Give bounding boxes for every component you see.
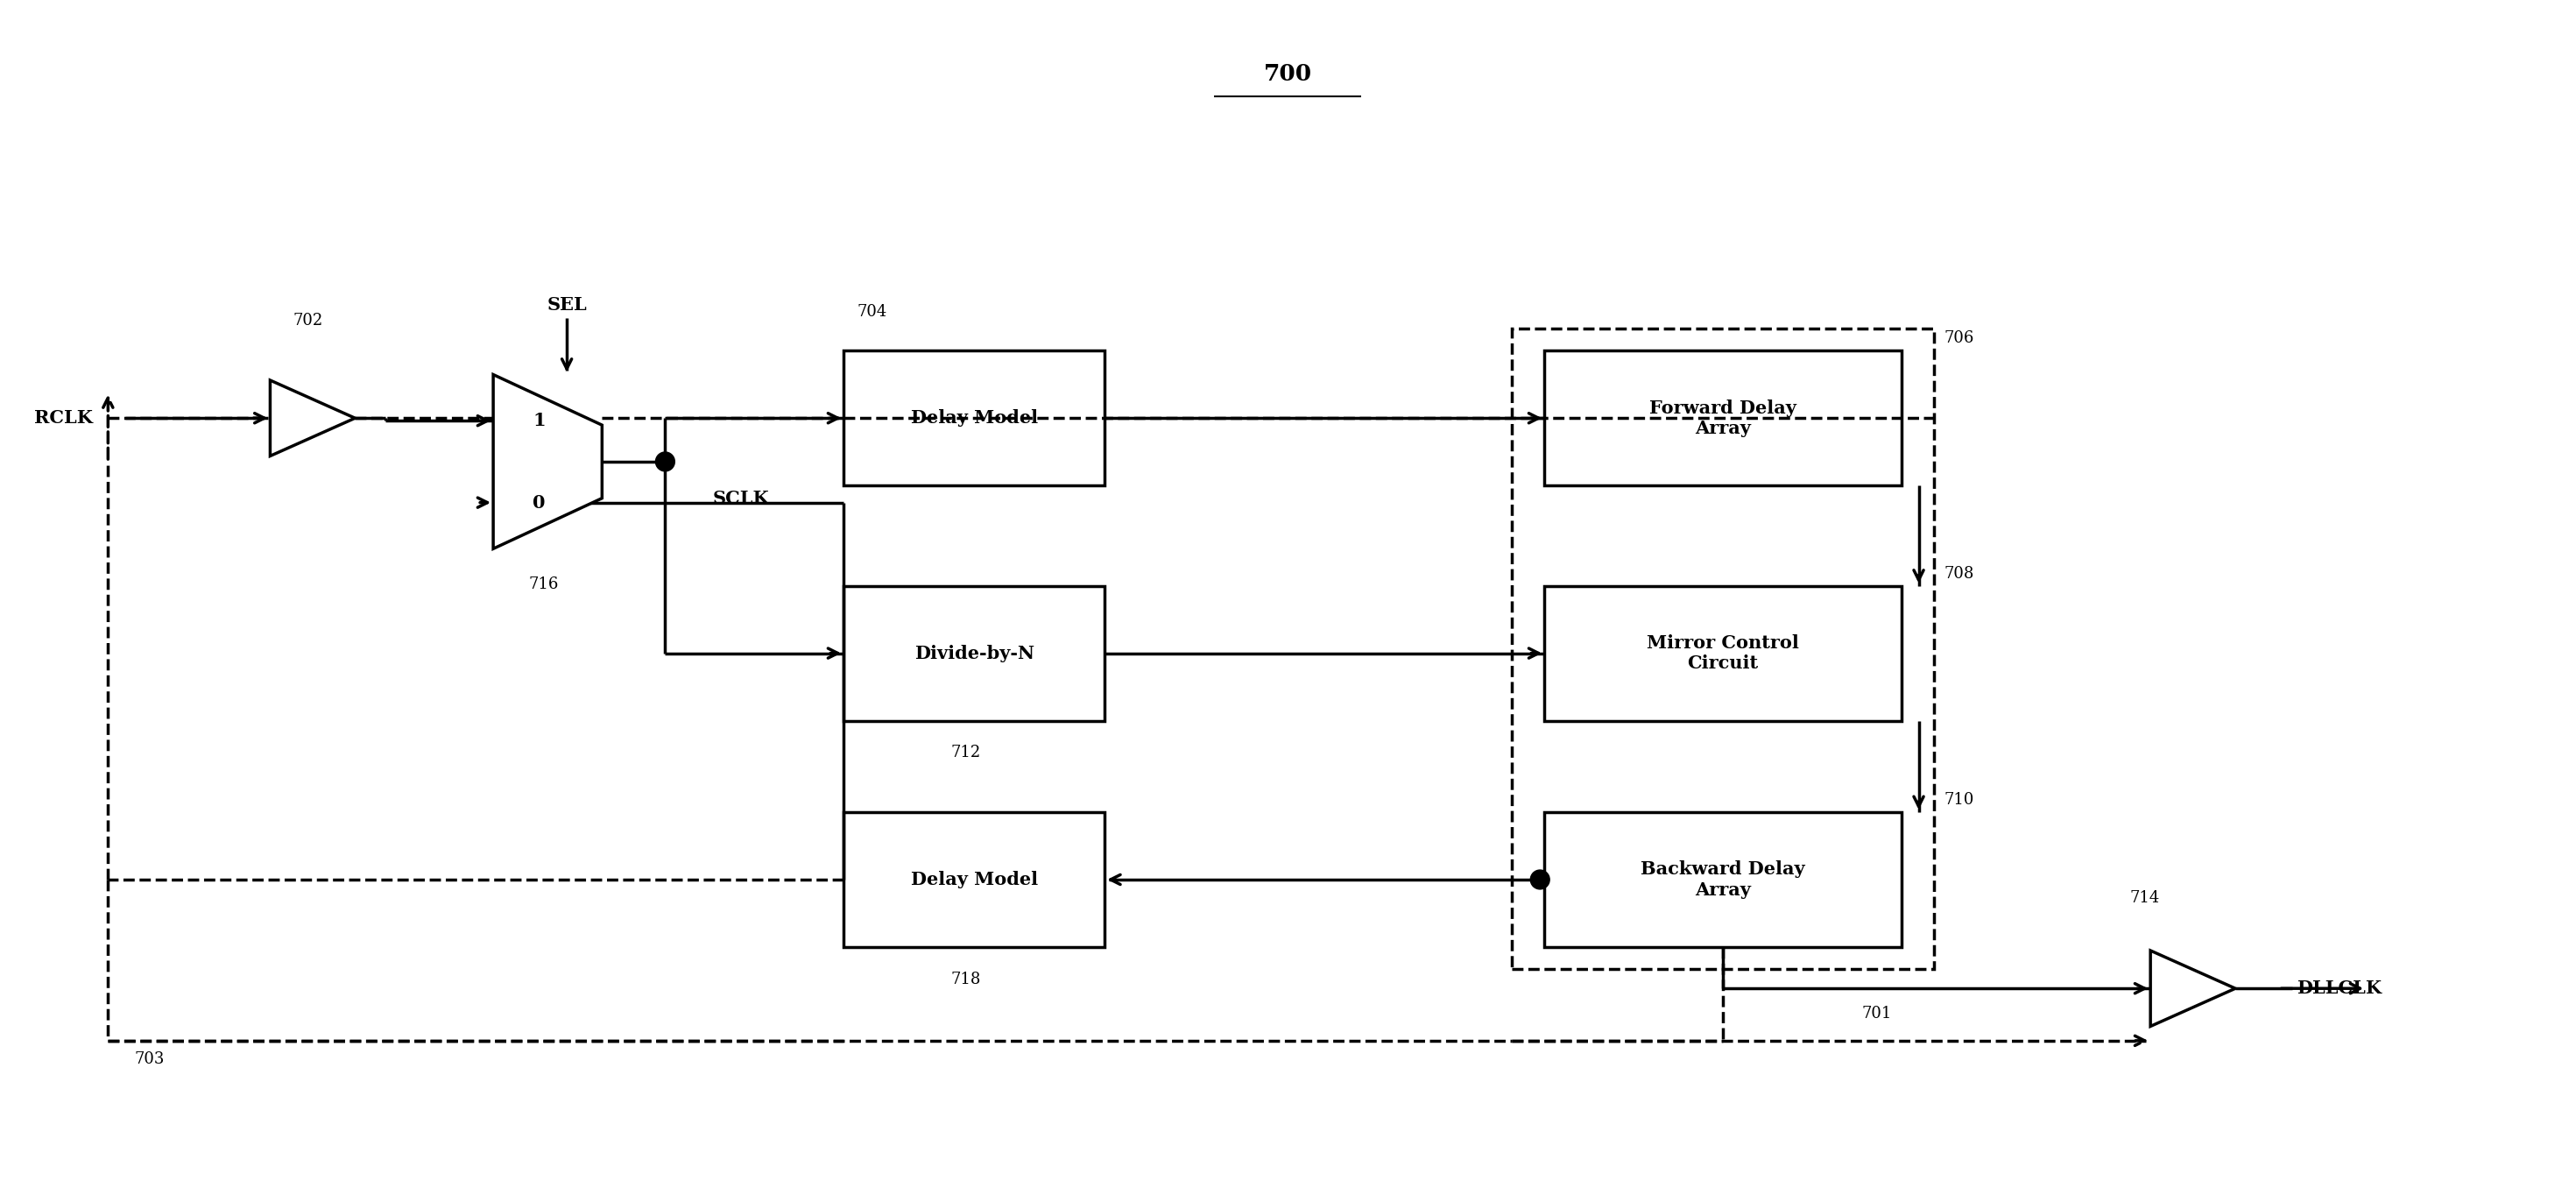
Text: Delay Model: Delay Model <box>912 871 1038 889</box>
Polygon shape <box>2151 950 2236 1026</box>
Text: 702: 702 <box>294 312 322 328</box>
Bar <box>842 813 1105 947</box>
Bar <box>842 350 1105 486</box>
Bar <box>1512 329 1935 969</box>
Bar <box>1546 586 1901 721</box>
Text: 718: 718 <box>951 972 981 987</box>
Circle shape <box>654 453 675 472</box>
Text: 710: 710 <box>1945 792 1973 808</box>
Text: 708: 708 <box>1945 565 1973 581</box>
Text: 700: 700 <box>1262 63 1311 86</box>
Text: 0: 0 <box>533 494 546 511</box>
Text: SEL: SEL <box>546 296 587 314</box>
Bar <box>1546 350 1901 486</box>
Bar <box>1546 813 1901 947</box>
Text: 712: 712 <box>951 745 981 760</box>
Text: Delay Model: Delay Model <box>912 410 1038 426</box>
Text: RCLK: RCLK <box>33 410 93 426</box>
Text: 716: 716 <box>528 576 559 593</box>
Text: 1: 1 <box>533 412 546 430</box>
Text: 706: 706 <box>1945 330 1973 346</box>
Polygon shape <box>492 374 603 549</box>
Text: SCLK: SCLK <box>714 489 770 507</box>
Text: Mirror Control
Circuit: Mirror Control Circuit <box>1646 634 1798 672</box>
Text: Backward Delay
Array: Backward Delay Array <box>1641 860 1806 898</box>
Circle shape <box>1530 870 1551 889</box>
Bar <box>842 586 1105 721</box>
Text: Forward Delay
Array: Forward Delay Array <box>1649 399 1795 437</box>
Text: DLLCLK: DLLCLK <box>2295 980 2380 997</box>
Text: 703: 703 <box>134 1051 165 1067</box>
Polygon shape <box>270 380 355 456</box>
Text: 704: 704 <box>858 304 886 320</box>
Text: Divide-by-N: Divide-by-N <box>914 644 1033 662</box>
Text: 714: 714 <box>2130 890 2161 905</box>
Text: 701: 701 <box>1862 1006 1893 1022</box>
